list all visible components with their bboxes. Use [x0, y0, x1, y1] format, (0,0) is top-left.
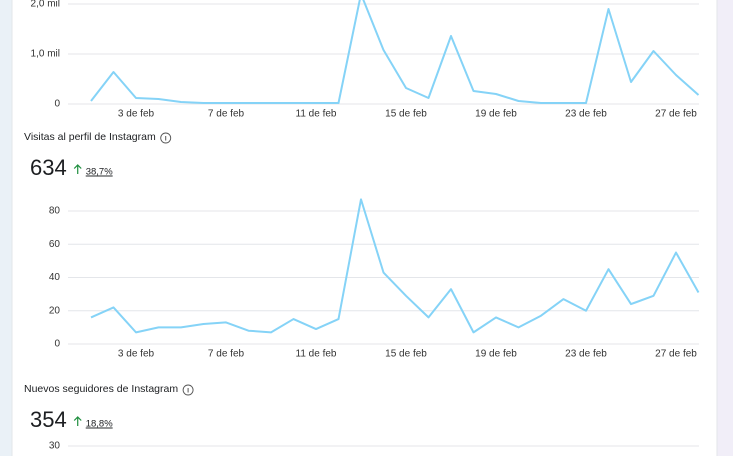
x-tick-label: 23 de feb [565, 109, 607, 120]
x-tick-label: 3 de feb [118, 109, 155, 120]
y-tick-label: 0 [54, 339, 60, 350]
y-tick-label: 80 [49, 206, 61, 217]
up-arrow [73, 164, 82, 174]
y-tick-label: 60 [49, 239, 61, 250]
y-tick-label: 30 [49, 441, 61, 452]
x-tick-label: 3 de feb [118, 349, 155, 360]
chart-title: Visitas al perfil de Instagram [24, 131, 156, 143]
total-value: 354 [30, 407, 67, 432]
series-line [90, 0, 700, 104]
x-tick-label: 11 de feb [296, 109, 337, 120]
y-tick-label: 40 [49, 272, 61, 283]
card [11, 0, 718, 456]
chart-title: Nuevos seguidores de Instagram [24, 383, 178, 395]
y-tick-label: 20 [49, 305, 61, 316]
x-tick-label: 11 de feb [296, 349, 337, 360]
x-tick-label: 27 de feb [655, 349, 697, 360]
y-tick-label: 0 [54, 99, 60, 110]
info-icon[interactable] [160, 132, 172, 144]
info-icon[interactable] [182, 384, 194, 396]
y-tick-label: 1,0 mil [31, 49, 60, 60]
total-value: 634 [30, 155, 67, 180]
change-percent: 38,7% [86, 167, 113, 178]
y-tick-label: 2,0 mil [31, 0, 60, 10]
x-tick-label: 23 de feb [565, 349, 607, 360]
change-percent: 18,8% [86, 419, 113, 430]
x-tick-label: 7 de feb [208, 109, 245, 120]
x-tick-label: 7 de feb [208, 349, 245, 360]
series-line [90, 198, 700, 334]
x-tick-label: 27 de feb [655, 109, 697, 120]
x-tick-label: 15 de feb [385, 109, 427, 120]
up-arrow [73, 416, 82, 426]
x-tick-label: 19 de feb [475, 349, 517, 360]
x-tick-label: 19 de feb [475, 109, 517, 120]
x-tick-label: 15 de feb [385, 349, 427, 360]
